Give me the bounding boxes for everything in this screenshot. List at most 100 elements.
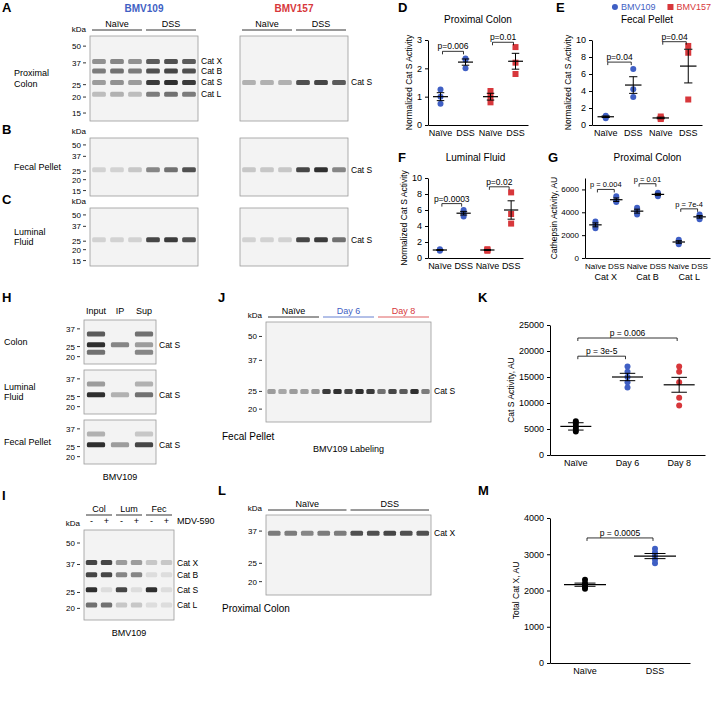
- band-label: Cat X: [201, 56, 223, 66]
- marker-label: 37: [66, 325, 75, 334]
- band: [334, 531, 347, 536]
- y-axis-title: Normalized Cat S Activity: [399, 170, 409, 266]
- band-label: Cat L: [177, 600, 198, 610]
- data-point: [437, 246, 443, 252]
- lane-label: -: [120, 516, 123, 526]
- band: [111, 350, 129, 355]
- kda-label: kDa: [72, 127, 87, 136]
- footer: BMV109: [103, 472, 138, 482]
- x-axis: NaïveDSSNaïveDSSNaïveDSS: [585, 259, 711, 271]
- x-tick: Naïve: [573, 666, 597, 676]
- y-tick: 4: [417, 221, 428, 231]
- p-value: p = 0.0005: [600, 528, 641, 538]
- band: [400, 531, 413, 536]
- lane-label: +: [104, 516, 109, 526]
- data-point: [676, 369, 682, 375]
- band: [332, 237, 346, 242]
- band: [260, 237, 274, 242]
- x-tick: DSS: [502, 261, 521, 271]
- tick-mark: [547, 455, 550, 456]
- tick-mark: [547, 518, 550, 519]
- marker-label: 37: [66, 560, 75, 569]
- band: [182, 68, 196, 73]
- tick-mark: [589, 108, 592, 109]
- y-tick: 8: [417, 189, 428, 199]
- band: [383, 531, 396, 536]
- marker-tick: [259, 360, 262, 361]
- band: [146, 167, 160, 172]
- band: [128, 92, 142, 97]
- marker-label: 15: [72, 257, 81, 266]
- band: [110, 92, 124, 97]
- band: [116, 560, 127, 565]
- band: [260, 80, 274, 85]
- band: [101, 587, 112, 592]
- y-axis: 0246810: [412, 173, 429, 263]
- chart: G0200040006000Cathepsin Activity, AUNaïv…: [548, 150, 711, 282]
- marker-tick: [259, 409, 262, 410]
- marker-label: 37: [72, 222, 81, 231]
- band: [128, 59, 142, 64]
- band: [131, 572, 142, 577]
- p-value: p = 0.004: [590, 180, 622, 189]
- marker-label: 37: [72, 59, 81, 68]
- data-point: [508, 221, 514, 227]
- mean-line: [653, 117, 670, 118]
- blot: [266, 515, 431, 595]
- band: [367, 531, 380, 536]
- error-bar: [655, 193, 661, 195]
- panel-letter: H: [2, 290, 11, 305]
- y-tick: 10: [576, 35, 592, 45]
- error-bar: [657, 117, 665, 119]
- marker-tick: [83, 46, 86, 47]
- band-label: Cat B: [201, 66, 223, 76]
- mean-line: [652, 194, 665, 195]
- bracket: [639, 184, 656, 187]
- band: [146, 68, 160, 73]
- blot: [266, 322, 431, 422]
- marker-label: 25: [66, 343, 75, 352]
- band: [110, 167, 124, 172]
- panel-letter: F: [398, 150, 406, 165]
- band: [146, 59, 160, 64]
- band: [111, 332, 129, 337]
- x-tick: DSS: [679, 128, 698, 138]
- error-bar: [512, 53, 520, 69]
- tick-label: DSS: [506, 128, 525, 138]
- marker-label: 20: [72, 93, 81, 102]
- band: [135, 382, 153, 387]
- bracket: [489, 187, 509, 190]
- band: [87, 332, 105, 337]
- tick-mark: [425, 210, 428, 211]
- blot-title: BMV109: [125, 3, 164, 14]
- marker-tick: [83, 226, 86, 227]
- row-label: Colon: [4, 337, 28, 347]
- marker-tick: [77, 378, 80, 379]
- marker-tick: [77, 406, 80, 407]
- y-tick: 1000: [524, 622, 550, 632]
- error-bar: [460, 211, 467, 215]
- legend-marker: [667, 4, 673, 10]
- axis-line: [550, 326, 551, 456]
- y-tick: 0: [575, 254, 585, 263]
- tick-label: 3000: [524, 550, 544, 560]
- row-label: Fecal Pellet: [222, 431, 274, 442]
- p-value: p=0.04: [606, 52, 633, 62]
- band: [116, 602, 127, 607]
- band: [410, 389, 418, 394]
- lane-group-label: Naïve: [255, 19, 279, 29]
- group-label: Cat B: [636, 272, 659, 282]
- marker-tick: [77, 428, 80, 429]
- band: [366, 389, 374, 394]
- marker-label: 20: [72, 176, 81, 185]
- marker-label: 20: [72, 246, 81, 255]
- band: [135, 432, 153, 437]
- bracket: [597, 189, 614, 192]
- marker-label: 25: [66, 588, 75, 597]
- marker-label: 50: [66, 539, 75, 548]
- band: [86, 572, 97, 577]
- tick-mark: [582, 189, 585, 190]
- data-point: [685, 97, 691, 103]
- y-tick: 8: [581, 52, 592, 62]
- y-tick: 0: [581, 120, 592, 130]
